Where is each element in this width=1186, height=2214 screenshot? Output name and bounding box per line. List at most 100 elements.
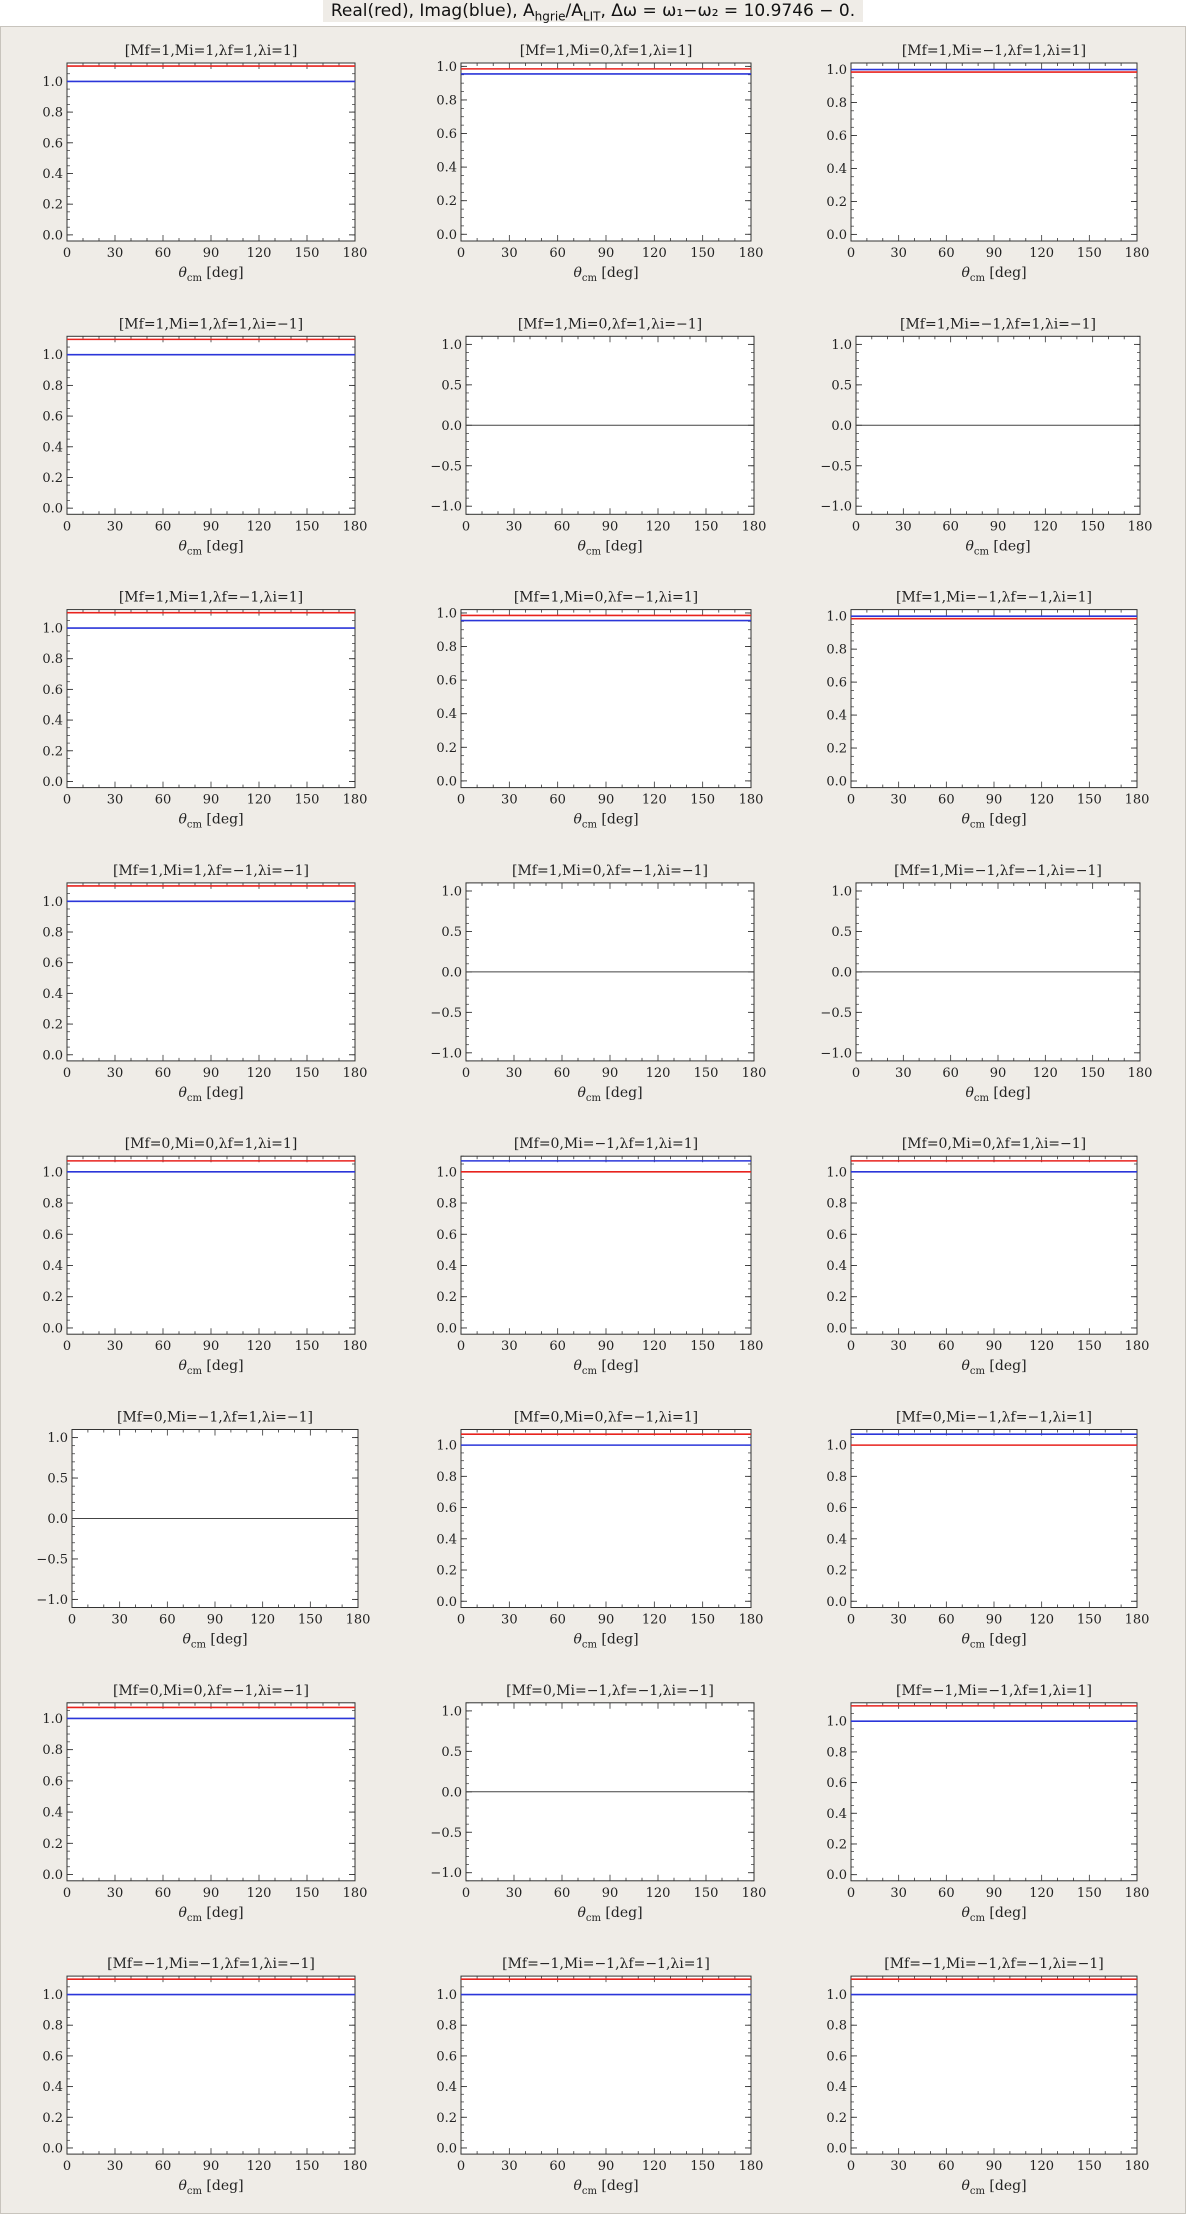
x-axis-label: θcm [deg] [965,538,1030,557]
x-tick-label: 30 [506,1886,523,1901]
x-tick-label: 180 [343,519,368,534]
x-tick-label: 60 [155,1339,172,1354]
x-tick-label: 0 [63,1339,71,1354]
subplot-12: 0 30 60 90 120 150 180 −1.0 −0.5 0.0 0.5 1.0 [Mf=1,M… [820,863,1152,1104]
x-tick-label: 60 [938,2159,955,2174]
y-tick-label: 1.0 [42,1988,63,2003]
plot-frame [460,609,752,789]
y-tick-label: 0.8 [42,1197,63,1212]
y-tick-label: 0.0 [441,419,462,434]
y-tick-label: −0.5 [820,459,852,474]
x-tick-label: 150 [295,519,320,534]
subplot-5: 0 30 60 90 120 150 180 −1.0 −0.5 0.0 0.5 1.0 [Mf=1,M… [430,316,766,557]
x-tick-label: 0 [462,519,470,534]
y-tick-label: 0.0 [42,2141,63,2156]
y-tick-label: 0.0 [436,774,457,789]
y-tick-label: 1.0 [826,1715,847,1730]
x-tick-label: 120 [247,1066,272,1081]
subplot-20: 0 30 60 90 120 150 180 −1.0 −0.5 0.0 0.5 1.0 [Mf=0,M… [430,1683,766,1924]
y-tick-label: 0.4 [436,161,457,176]
x-axis-label: θcm [deg] [961,812,1026,831]
y-tick-label: 0.4 [436,707,457,722]
y-tick-label: 0.2 [42,1018,63,1033]
y-tick-label: 1.0 [826,1988,847,2003]
y-tick-label: 1.0 [42,75,63,90]
x-tick-label: 120 [1033,1066,1058,1081]
x-tick-label: 60 [549,2159,566,2174]
x-tick-label: 180 [343,793,368,808]
y-tick-label: 0.2 [436,1564,457,1579]
y-tick-label: 0.2 [42,1837,63,1852]
y-tick-label: 0.8 [436,1197,457,1212]
x-tick-label: 90 [203,793,220,808]
x-tick-label: 180 [739,1339,764,1354]
x-tick-label: 120 [1033,519,1058,534]
y-tick-label: 1.0 [826,63,847,78]
x-tick-label: 30 [107,1339,124,1354]
x-tick-label: 60 [549,793,566,808]
x-tick-label: 180 [739,246,764,261]
x-tick-label: 30 [895,519,912,534]
x-tick-label: 0 [68,1613,76,1628]
x-axis-label: θcm [deg] [178,1905,243,1924]
y-tick-label: 0.2 [436,741,457,756]
x-tick-label: 60 [549,1613,566,1628]
y-tick-label: 0.6 [42,1774,63,1789]
x-tick-label: 180 [1125,2159,1150,2174]
x-axis-label: θcm [deg] [178,2178,243,2197]
y-tick-label: 0.4 [42,714,63,729]
subplot-title: [Mf=0,Mi=0,λf=1,λi=1] [125,1136,298,1152]
x-tick-label: 60 [155,1886,172,1901]
y-tick-label: 0.0 [436,1321,457,1336]
x-tick-label: 60 [549,246,566,261]
y-tick-label: 0.8 [42,379,63,394]
y-tick-label: −0.5 [430,459,462,474]
subplot-1: 0 30 60 90 120 150 180 0.0 0.2 0.4 0.6 0.8 1.0 [Mf=1,… [42,43,367,284]
y-tick-label: 0.6 [826,1228,847,1243]
x-tick-label: 150 [1077,246,1102,261]
y-tick-label: 0.5 [831,378,852,393]
y-tick-label: 0.8 [42,106,63,121]
x-tick-label: 30 [501,1613,518,1628]
x-tick-label: 90 [207,1613,224,1628]
x-axis-label: θcm [deg] [178,265,243,284]
x-tick-label: 60 [155,519,172,534]
y-tick-label: 1.0 [436,1988,457,2003]
x-tick-label: 90 [602,519,619,534]
x-tick-label: 180 [1125,1339,1150,1354]
x-tick-label: 180 [742,1066,767,1081]
y-tick-label: −1.0 [430,500,462,515]
subplot-2: 0 30 60 90 120 150 180 0.0 0.2 0.4 0.6 0.8 1.0 [Mf=1,… [436,43,763,284]
x-tick-label: 60 [554,1886,571,1901]
y-tick-label: 0.8 [436,93,457,108]
x-tick-label: 60 [155,793,172,808]
x-tick-label: 180 [343,246,368,261]
plot-frame [66,609,356,789]
y-tick-label: 0.0 [42,775,63,790]
subplot-17: 0 30 60 90 120 150 180 0.0 0.2 0.4 0.6 0.8 1.0 [Mf=0,… [436,1410,763,1651]
x-tick-label: 120 [247,246,272,261]
y-tick-label: 0.2 [436,2111,457,2126]
y-tick-label: 0.6 [826,1776,847,1791]
plot-frame [850,609,1138,789]
subplot-13: 0 30 60 90 120 150 180 0.0 0.2 0.4 0.6 0.8 1.0 [Mf=0,… [42,1136,367,1377]
y-tick-label: 1.0 [826,1439,847,1454]
x-tick-label: 90 [598,246,615,261]
x-tick-label: 30 [890,246,907,261]
x-tick-label: 120 [642,1339,667,1354]
x-tick-label: 180 [1125,1886,1150,1901]
y-tick-label: 0.8 [436,2019,457,2034]
y-tick-label: 0.8 [42,652,63,667]
x-tick-label: 150 [1077,1886,1102,1901]
y-tick-label: 0.6 [42,136,63,151]
x-axis-label: θcm [deg] [178,538,243,557]
y-tick-label: 0.0 [42,1868,63,1883]
subplot-title: [Mf=1,Mi=1,λf=−1,λi=−1] [113,863,309,879]
plot-frame [460,62,752,242]
x-tick-label: 150 [694,1066,719,1081]
y-tick-label: 0.4 [42,1806,63,1821]
y-tick-label: 0.4 [826,2080,847,2095]
subplot-title: [Mf=0,Mi=0,λf=1,λi=−1] [902,1136,1086,1152]
x-tick-label: 90 [203,519,220,534]
x-tick-label: 90 [598,1339,615,1354]
